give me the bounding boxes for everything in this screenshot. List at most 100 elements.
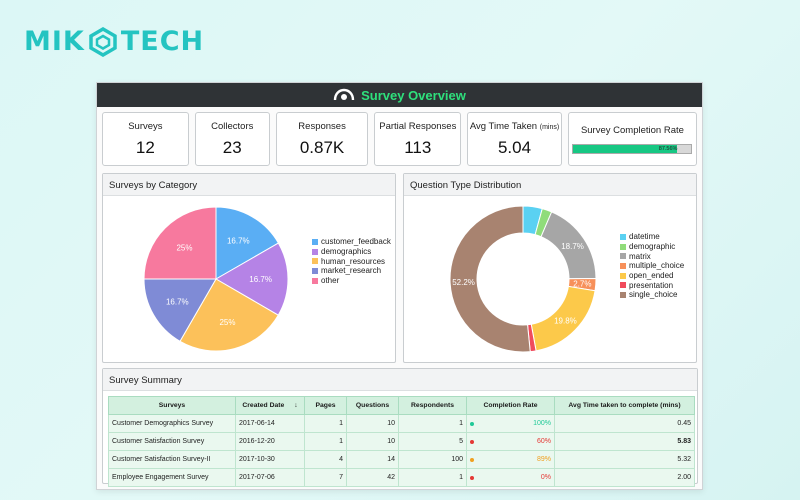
kpi-completion-rate: Survey Completion Rate 87.56% — [567, 112, 697, 166]
legend-swatch — [620, 282, 626, 289]
rate-value: 60% — [536, 438, 551, 445]
kpi-partial-responses: Partial Responses 113 — [374, 112, 462, 166]
window-titlebar: Survey Overview — [97, 83, 702, 107]
pie-data-label: 25% — [219, 318, 235, 327]
cell-pages: 1 — [304, 414, 347, 433]
cell-created: 2017-10-30 — [235, 450, 305, 469]
cell-questions: 10 — [346, 414, 399, 433]
legend-label: multiple_choice — [629, 261, 685, 271]
pie-slice-demographics[interactable] — [215, 242, 289, 316]
kpi-avg-time: Avg Time Taken (mins) 5.04 — [467, 112, 562, 166]
survey-logo-icon — [333, 88, 355, 101]
pie-data-label: 25% — [176, 243, 192, 252]
legend-label: demographics — [321, 247, 372, 257]
cell-pages: 4 — [304, 450, 347, 469]
category-panel: Surveys by Category 16.7% 16.7% 25% 16.7% 25… — [102, 173, 396, 363]
cell-avg-time: 0.45 — [554, 414, 695, 433]
pie-slice-customer_feedback[interactable] — [215, 206, 280, 280]
cell-respondents: 5 — [398, 432, 467, 451]
cell-pages: 7 — [304, 468, 347, 487]
cell-questions: 10 — [346, 432, 399, 451]
cell-completion-rate: 89% — [466, 450, 555, 469]
status-dot-icon — [470, 439, 474, 444]
pie-slice-human_resources[interactable] — [179, 278, 279, 352]
cell-pages: 1 — [304, 432, 347, 451]
cell-survey: Customer Satisfaction Survey-II — [108, 450, 236, 469]
legend-item-presentation[interactable]: presentation — [620, 280, 684, 290]
legend-label: open_ended — [629, 271, 674, 281]
legend-item-matrix[interactable]: matrix — [620, 251, 684, 261]
cell-created: 2017-07-06 — [235, 468, 305, 487]
legend-item-multiple_choice[interactable]: multiple_choice — [620, 261, 684, 271]
cell-respondents: 1 — [398, 414, 467, 433]
legend-item-datetime[interactable]: datetime — [620, 232, 684, 242]
table-row[interactable]: Customer Satisfaction Survey 2016-12-20 … — [108, 432, 695, 451]
column-header-avg-time[interactable]: Avg Time taken to complete (mins) — [554, 396, 695, 415]
legend-item-market_research[interactable]: market_research — [312, 266, 391, 276]
legend-item-demographics[interactable]: demographics — [312, 247, 391, 257]
legend-item-single_choice[interactable]: single_choice — [620, 290, 684, 300]
legend-label: presentation — [629, 280, 674, 290]
kpi-label: Survey Completion Rate — [580, 124, 684, 136]
panel-title: Survey Summary — [103, 369, 697, 391]
cell-created: 2016-12-20 — [235, 432, 305, 451]
cell-avg-time: 2.00 — [554, 468, 695, 487]
pie-slice-market_research[interactable] — [143, 278, 217, 343]
cell-respondents: 100 — [398, 450, 467, 469]
pie-data-label: 16.7% — [249, 275, 272, 284]
legend-swatch — [620, 243, 626, 250]
legend-item-other[interactable]: other — [312, 276, 391, 286]
hexagon-logo-icon — [89, 26, 117, 57]
legend-swatch — [312, 258, 318, 265]
kpi-label-text: Avg Time Taken — [469, 120, 538, 132]
chart-panels: Surveys by Category 16.7% 16.7% 25% 16.7% 25… — [97, 166, 702, 363]
pie-data-label: 18.7% — [561, 242, 584, 251]
rate-value: 0% — [540, 474, 551, 481]
cell-questions: 42 — [346, 468, 399, 487]
dashboard-window: Survey Overview Surveys 12 Collectors 23… — [96, 82, 703, 490]
legend-item-demographic[interactable]: demographic — [620, 242, 684, 252]
column-header-pages[interactable]: Pages — [304, 396, 347, 415]
legend-swatch — [620, 233, 626, 240]
column-header-created-date[interactable]: Created Date ↓ — [235, 396, 305, 415]
brand-text-left: MIK — [24, 26, 85, 57]
column-header-label: Created Date — [242, 402, 285, 409]
pie-data-label: 19.8% — [554, 317, 577, 326]
table-row[interactable]: Customer Satisfaction Survey-II 2017-10-… — [108, 450, 695, 469]
completion-progress-text: 87.56% — [658, 145, 678, 152]
cell-avg-time: 5.32 — [554, 450, 695, 469]
rate-value: 89% — [536, 456, 551, 463]
column-header-respondents[interactable]: Respondents — [398, 396, 467, 415]
status-dot-icon — [470, 457, 474, 462]
column-header-surveys[interactable]: Surveys — [108, 396, 236, 415]
kpi-label: Collectors — [211, 120, 254, 132]
legend-swatch — [620, 262, 626, 269]
legend-item-open_ended[interactable]: open_ended — [620, 271, 684, 281]
kpi-value: 0.87K — [299, 137, 345, 157]
arrow-down-icon: ↓ — [294, 402, 298, 409]
legend-label: demographic — [629, 242, 676, 252]
category-legend: customer_feedback demographics human_resou… — [312, 237, 391, 285]
pie-slice-single_choice[interactable] — [449, 205, 531, 353]
legend-label: human_resources — [321, 256, 386, 266]
cell-avg-time: 5.83 — [554, 432, 695, 451]
kpi-row: Surveys 12 Collectors 23 Responses 0.87K… — [97, 107, 702, 166]
legend-swatch — [312, 238, 318, 245]
kpi-collectors: Collectors 23 — [194, 112, 270, 166]
survey-summary-panel: Survey Summary Surveys Created Date ↓ Pa… — [102, 368, 698, 487]
pie-slice-other[interactable] — [143, 206, 217, 280]
legend-item-human_resources[interactable]: human_resources — [312, 256, 391, 266]
column-header-completion-rate[interactable]: Completion Rate — [466, 396, 555, 415]
table-row[interactable]: Customer Demographics Survey 2017-06-14 … — [108, 414, 695, 433]
cell-completion-rate: 100% — [466, 414, 555, 433]
panel-title: Surveys by Category — [103, 174, 395, 196]
panel-title: Question Type Distribution — [404, 174, 696, 196]
kpi-label-unit: (mins) — [539, 123, 560, 131]
rate-value: 100% — [533, 420, 551, 427]
kpi-surveys: Surveys 12 — [102, 112, 189, 166]
table-row[interactable]: Employee Engagement Survey 2017-07-06 7 … — [108, 468, 695, 487]
pie-data-label: 16.7% — [227, 236, 250, 245]
cell-respondents: 1 — [398, 468, 467, 487]
legend-item-customer_feedback[interactable]: customer_feedback — [312, 237, 391, 247]
column-header-questions[interactable]: Questions — [346, 396, 399, 415]
